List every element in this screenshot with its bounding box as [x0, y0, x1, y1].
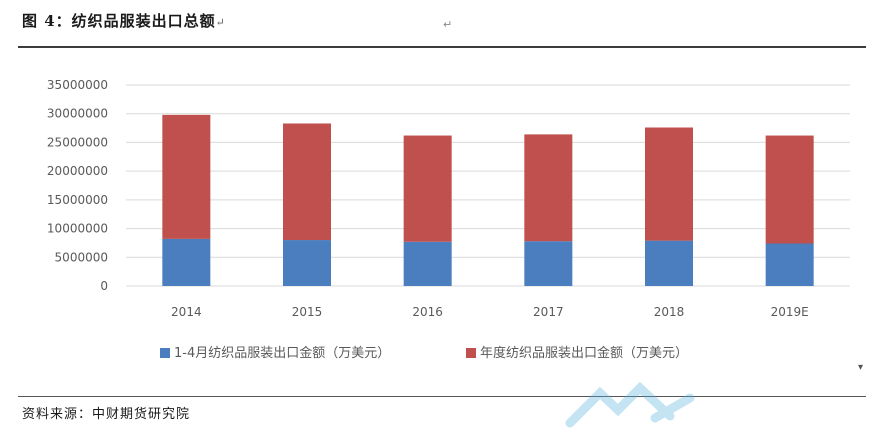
- source-note: 资料来源：中财期货研究院: [22, 403, 190, 422]
- x-tick-label: 2016: [412, 305, 443, 319]
- y-tick-label: 10000000: [47, 222, 108, 236]
- caret-down-icon: ▾: [858, 362, 864, 373]
- bar-jan-apr-2015: [283, 240, 331, 286]
- legend-swatch: [160, 348, 170, 358]
- bar-annual-2015: [283, 123, 331, 241]
- bar-jan-apr-2019E: [765, 243, 814, 286]
- return-mark-icon: ↵: [443, 18, 453, 31]
- y-tick-label: 20000000: [47, 164, 108, 178]
- stacked-bar-chart: 0 5000000 10000000 15000000 20000000 25000000…: [47, 78, 850, 361]
- legend-label: 1-4月纺织品服装出口金额（万美元）: [174, 345, 390, 361]
- x-tick-label: 2015: [292, 305, 323, 319]
- x-tick-label: 2017: [533, 305, 564, 319]
- x-tick-label: 2018: [654, 305, 685, 319]
- y-tick-label: 0: [100, 279, 108, 293]
- figure-title: 图 4：纺织品服装出口总额↵: [22, 10, 226, 31]
- legend-swatch: [466, 348, 476, 358]
- source-text: 资料来源：中财期货研究院: [22, 407, 191, 422]
- x-tick-label: 2014: [171, 305, 202, 319]
- return-mark-icon: ↵: [215, 16, 226, 29]
- y-tick-label: 30000000: [47, 107, 108, 121]
- y-tick-label: 5000000: [55, 250, 108, 264]
- bar-annual-2016: [403, 135, 452, 242]
- bar-annual-2019E: [765, 135, 814, 244]
- bar-annual-2014: [162, 114, 211, 239]
- bar-annual-2017: [524, 134, 573, 242]
- bar-jan-apr-2017: [524, 241, 573, 286]
- bar-jan-apr-2018: [645, 240, 693, 286]
- figure-title-text: 图 4：纺织品服装出口总额: [22, 12, 216, 30]
- bar-annual-2018: [645, 127, 693, 241]
- legend-label: 年度纺织品服装出口金额（万美元）: [480, 345, 688, 361]
- bottom-divider: [18, 396, 866, 397]
- y-tick-label: 15000000: [47, 193, 108, 207]
- watermark-logo-icon: [565, 381, 695, 428]
- bar-jan-apr-2014: [162, 238, 211, 286]
- y-tick-label: 35000000: [47, 78, 108, 92]
- y-tick-label: 25000000: [47, 135, 108, 149]
- x-tick-label: 2019E: [771, 305, 809, 319]
- top-divider: [18, 46, 866, 48]
- bar-jan-apr-2016: [403, 241, 452, 286]
